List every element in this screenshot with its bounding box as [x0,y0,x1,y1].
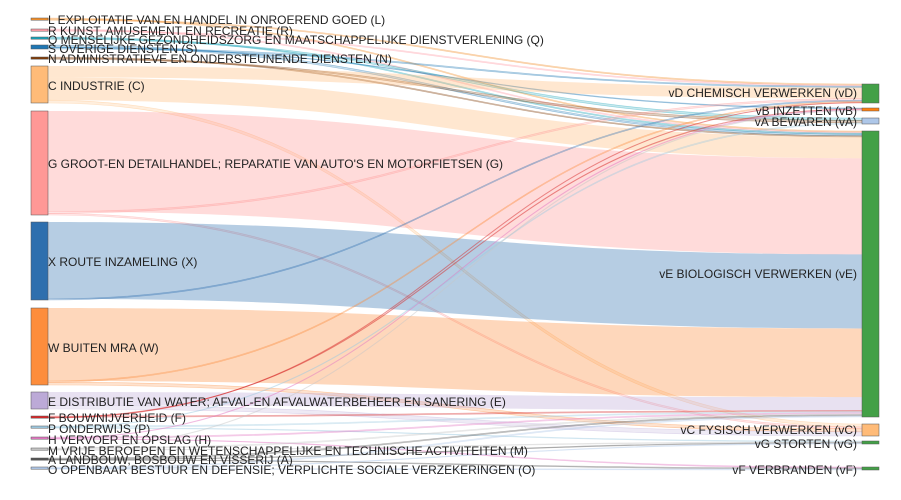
link-e-distributi-to-ve-biologisc[interactable] [48,392,862,411]
link-g-groot-en-d-to-ve-biologisc[interactable] [48,111,862,255]
source-label-a-landbouw-bosbouw-en-visserij-a: A LANDBOUW, BOSBOUW EN VISSERIJ (A) [48,453,293,467]
source-node-c-industrie-c[interactable] [30,65,49,104]
source-label-n-administratieve-en-ondersteunende-diensten-n: N ADMINISTRATIEVE EN ONDERSTEUNENDE DIEN… [48,52,392,66]
target-label-vb-inzetten-vb: vB INZETTEN (vB) [756,104,857,118]
source-node-s-overige-diensten-s[interactable] [30,44,49,50]
source-node-w-buiten-mra-w[interactable] [30,307,49,386]
source-node-o-openbaar-bestuur-en-defensie-verplichte-sociale-verzekeringen-o[interactable] [30,466,49,470]
link-c-industrie--to-vd-chemisch-[interactable] [48,66,862,99]
target-node-va-bewaren-va[interactable] [861,117,880,125]
source-node-q-menselijke-gezondheidszorg-en-maatschappelijke-dienstverlening-q[interactable] [30,36,49,40]
target-node-vd-chemisch-verwerken-vd[interactable] [861,83,880,104]
target-label-vg-storten-vg: vG STORTEN (vG) [755,437,857,451]
source-label-m-vrije-beroepen-en-wetenschappelijke-en-technische-activiteiten-m: M VRIJE BEROEPEN EN WETENSCHAPPELIJKE EN… [48,444,528,458]
source-node-n-administratieve-en-ondersteunende-diensten-n[interactable] [30,56,49,60]
source-label-e-distributie-van-water-afval-en-afvalwaterbeheer-en-sanering-e: E DISTRIBUTIE VAN WATER; AFVAL-EN AFVALW… [48,395,506,409]
target-node-vg-storten-vg[interactable] [861,440,880,445]
target-label-vf-verbranden-vf: vF VERBRANDEN (vF) [732,463,857,477]
source-node-l-exploitatie-van-en-handel-in-onroerend-goed-l[interactable] [30,17,49,21]
source-node-f-bouwnijverheid-f[interactable] [30,415,49,419]
target-node-vf-verbranden-vf[interactable] [861,466,880,471]
source-label-f-bouwnijverheid-f: F BOUWNIJVERHEID (F) [48,411,186,425]
source-node-a-landbouw-bosbouw-en-visserij-a[interactable] [30,457,49,461]
target-label-va-bewaren-va: vA BEWAREN (vA) [755,115,857,129]
source-label-s-overige-diensten-s: S OVERIGE DIENSTEN (S) [48,42,197,56]
link-w-buiten-mra-to-ve-biologisc[interactable] [48,308,862,398]
source-label-q-menselijke-gezondheidszorg-en-maatschappelijke-dienstverlening-q: Q MENSELIJKE GEZONDHEIDSZORG EN MAATSCHA… [48,33,544,47]
source-label-c-industrie-c: C INDUSTRIE (C) [48,79,145,93]
links-layer [47,17,863,471]
source-label-h-vervoer-en-opslag-h: H VERVOER EN OPSLAG (H) [48,433,211,447]
source-label-l-exploitatie-van-en-handel-in-onroerend-goed-l: L EXPLOITATIE VAN EN HANDEL IN ONROEREND… [48,13,385,27]
source-label-x-route-inzameling-x: X ROUTE INZAMELING (X) [48,255,197,269]
source-node-m-vrije-beroepen-en-wetenschappelijke-en-technische-activiteiten-m[interactable] [30,447,49,451]
source-node-r-kunst-amusement-en-recreatie-r[interactable] [30,28,49,32]
source-node-x-route-inzameling-x[interactable] [30,221,49,301]
target-node-vb-inzetten-vb[interactable] [861,107,880,112]
source-label-w-buiten-mra-w: W BUITEN MRA (W) [48,341,159,355]
link-x-route-inza-to-ve-biologisc[interactable] [48,222,862,329]
target-node-vc-fysisch-verwerken-vc[interactable] [861,423,880,437]
source-label-g-groot-en-detailhandel-reparatie-van-auto-s-en-motorfietsen-g: G GROOT-EN DETAILHANDEL; REPARATIE VAN A… [48,157,503,171]
source-node-e-distributie-van-water-afval-en-afvalwaterbeheer-en-sanering-e[interactable] [30,391,49,410]
labels-layer: L EXPLOITATIE VAN EN HANDEL IN ONROEREND… [48,13,857,477]
link-c-industrie--to-ve-biologisc[interactable] [48,77,862,159]
source-node-g-groot-en-detailhandel-reparatie-van-auto-s-en-motorfietsen-g[interactable] [30,110,49,216]
target-label-vc-fysisch-verwerken-vc: vC FYSISCH VERWERKEN (vC) [681,423,857,437]
target-label-ve-biologisch-verwerken-ve: vE BIOLOGISCH VERWERKEN (vE) [659,267,857,281]
nodes-layer [30,17,880,471]
source-node-p-onderwijs-p[interactable] [30,425,49,429]
target-label-vd-chemisch-verwerken-vd: vD CHEMISCH VERWERKEN (vD) [669,86,857,100]
source-label-p-onderwijs-p: P ONDERWIJS (P) [48,422,150,436]
target-node-ve-biologisch-verwerken-ve[interactable] [861,130,880,418]
source-label-o-openbaar-bestuur-en-defensie-verplichte-sociale-verzekeringen-o: O OPENBAAR BESTUUR EN DEFENSIE; VERPLICH… [48,463,535,477]
source-label-r-kunst-amusement-en-recreatie-r: R KUNST, AMUSEMENT EN RECREATIE (R) [48,24,293,38]
source-node-h-vervoer-en-opslag-h[interactable] [30,436,49,440]
